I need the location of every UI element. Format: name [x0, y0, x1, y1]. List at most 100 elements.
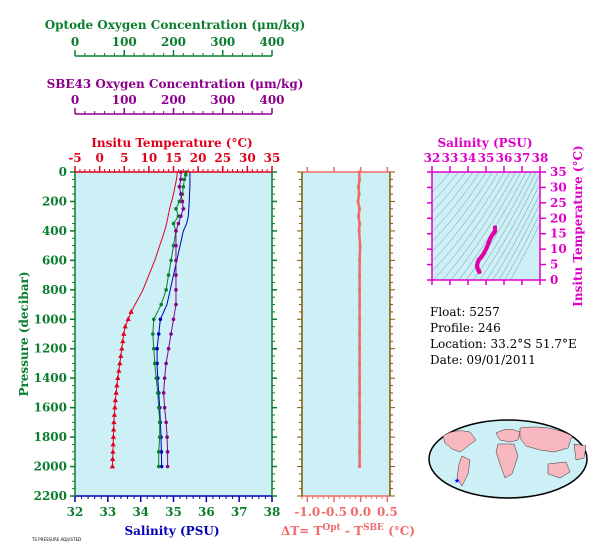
- salinity-axis-title: Salinity (PSU): [124, 524, 219, 538]
- sbe43-oxygen-point: [179, 192, 183, 196]
- delta-title-end: (°C): [384, 524, 415, 538]
- salinity-tick-label: 33: [99, 505, 116, 519]
- sbe43-tick-label: 200: [161, 93, 186, 107]
- insitu-temperature-point: [128, 308, 134, 314]
- optode-oxygen-point: [152, 361, 157, 366]
- temperature-tick-label: 20: [190, 151, 207, 165]
- float-location-marker: ★: [454, 477, 460, 485]
- sbe43-tick-label: 100: [112, 93, 137, 107]
- density-contour: [486, 183, 540, 280]
- insitu-temperature-point: [111, 412, 117, 417]
- insitu-temperature-point: [118, 353, 124, 358]
- optode-oxygen-point: [156, 450, 161, 454]
- ts-temperature-tick-label: 15: [550, 227, 567, 241]
- density-contour: [432, 172, 474, 223]
- sbe43-oxygen-point: [179, 177, 183, 182]
- pressure-tick-label: 2200: [34, 489, 67, 503]
- ts-temperature-title: Insitu Temperature (°C): [571, 145, 585, 306]
- delta-t-point: [358, 406, 362, 410]
- ts-point: [474, 263, 480, 268]
- optode-oxygen-point: [156, 464, 161, 469]
- ts-salinity-tick-label: 34: [460, 151, 477, 165]
- ts-temperature-tick-label: 5: [550, 258, 558, 272]
- optode-oxygen-point: [171, 221, 176, 226]
- insitu-temperature-point: [110, 456, 116, 461]
- delta-t-point: [358, 177, 362, 181]
- optode-tick-label: 400: [259, 35, 284, 49]
- optode-oxygen-point: [157, 435, 162, 439]
- sbe43-oxygen-point: [162, 405, 167, 410]
- ts-temperature-tick-label: 30: [550, 180, 567, 194]
- salinity-tick-label: 32: [67, 505, 84, 519]
- map-continents: [442, 426, 587, 487]
- sbe43-oxygen-point: [165, 464, 170, 469]
- density-contour: [450, 172, 522, 280]
- ts-salinity-tick-label: 38: [532, 151, 549, 165]
- pressure-axis-title: Pressure (decibar): [17, 271, 31, 396]
- ts-point: [486, 240, 491, 245]
- delta-t-point: [356, 185, 361, 189]
- temperature-tick-label: -5: [68, 151, 81, 165]
- density-contour: [510, 223, 540, 280]
- sbe43-oxygen-point: [162, 376, 167, 380]
- optode-oxygen-point: [159, 302, 163, 307]
- sbe43-oxygen-point: [176, 221, 181, 226]
- optode-oxygen-point: [169, 258, 173, 263]
- ts-temperature-tick-label: 35: [550, 165, 567, 179]
- ts-temperature-tick-label: 0: [550, 273, 558, 287]
- optode-tick-label: 300: [210, 35, 235, 49]
- sbe43-oxygen-point: [177, 184, 182, 189]
- ts-point: [479, 254, 484, 260]
- insitu-temperature-point: [113, 389, 119, 395]
- delta-t-point: [358, 347, 362, 351]
- insitu-temperature-point: [114, 382, 120, 388]
- optode-oxygen-point: [154, 376, 159, 380]
- pressure-tick-label: 1600: [34, 401, 67, 415]
- delta-t-point: [358, 317, 362, 321]
- sbe43-oxygen-point: [161, 391, 166, 395]
- delta-t-point: [358, 332, 362, 336]
- pressure-tick-label: 600: [42, 253, 67, 267]
- insitu-temperature-point: [125, 316, 131, 322]
- sbe43-oxygen-point: [165, 435, 169, 439]
- density-contour: [432, 172, 511, 280]
- delta-t-point: [358, 207, 362, 211]
- density-contour: [504, 213, 540, 280]
- insitu-temperature-point: [109, 463, 116, 469]
- temperature-tick-label: 35: [264, 151, 281, 165]
- ts-temperature-tick-label: 25: [550, 196, 567, 210]
- pressure-tick-label: 200: [42, 194, 67, 208]
- continent-australia: [547, 461, 571, 479]
- insitu-temperature-point: [110, 434, 117, 439]
- pressure-tick-label: 800: [42, 283, 67, 297]
- optode-oxygen-point: [152, 317, 156, 322]
- pressure-tick-label: 1200: [34, 342, 67, 356]
- ts-salinity-tick-label: 36: [496, 151, 513, 165]
- sbe43-oxygen-point: [171, 317, 176, 322]
- salinity-tick-label: 35: [165, 505, 182, 519]
- density-contour: [432, 172, 466, 213]
- continent-east-edge: [573, 443, 587, 461]
- optode-oxygen-title: Optode Oxygen Concentration (μm/kg): [45, 18, 306, 32]
- delta-t-point: [358, 464, 362, 469]
- salinity-point: [159, 464, 164, 469]
- delta-t-point: [356, 199, 360, 204]
- temperature-tick-label: 25: [214, 151, 231, 165]
- insitu-temperature-point: [115, 375, 121, 380]
- delta-t-point: [358, 391, 362, 395]
- density-contour: [458, 172, 527, 280]
- delta-title-sup-sbe: SBE: [363, 523, 384, 533]
- delta-title-main: ΔT= T: [281, 524, 322, 538]
- temperature-tick-label: 15: [165, 151, 182, 165]
- optode-oxygen-point: [181, 184, 186, 189]
- pressure-tick-label: 1400: [34, 371, 67, 385]
- delta-tick-label: -0.5: [321, 505, 347, 519]
- sbe43-oxygen-point: [165, 450, 170, 454]
- optode-oxygen-point: [152, 346, 156, 351]
- delta-t-panel: -1.0 -0.5 0.0 0.5 ΔT= TOpt - TSBE (°C): [281, 167, 415, 538]
- ts-salinity-tick-label: 33: [442, 151, 459, 165]
- delta-t-point: [358, 435, 362, 439]
- density-contour: [492, 193, 540, 280]
- sbe43-oxygen-point: [181, 207, 186, 211]
- sbe43-oxygen-point: [174, 273, 178, 277]
